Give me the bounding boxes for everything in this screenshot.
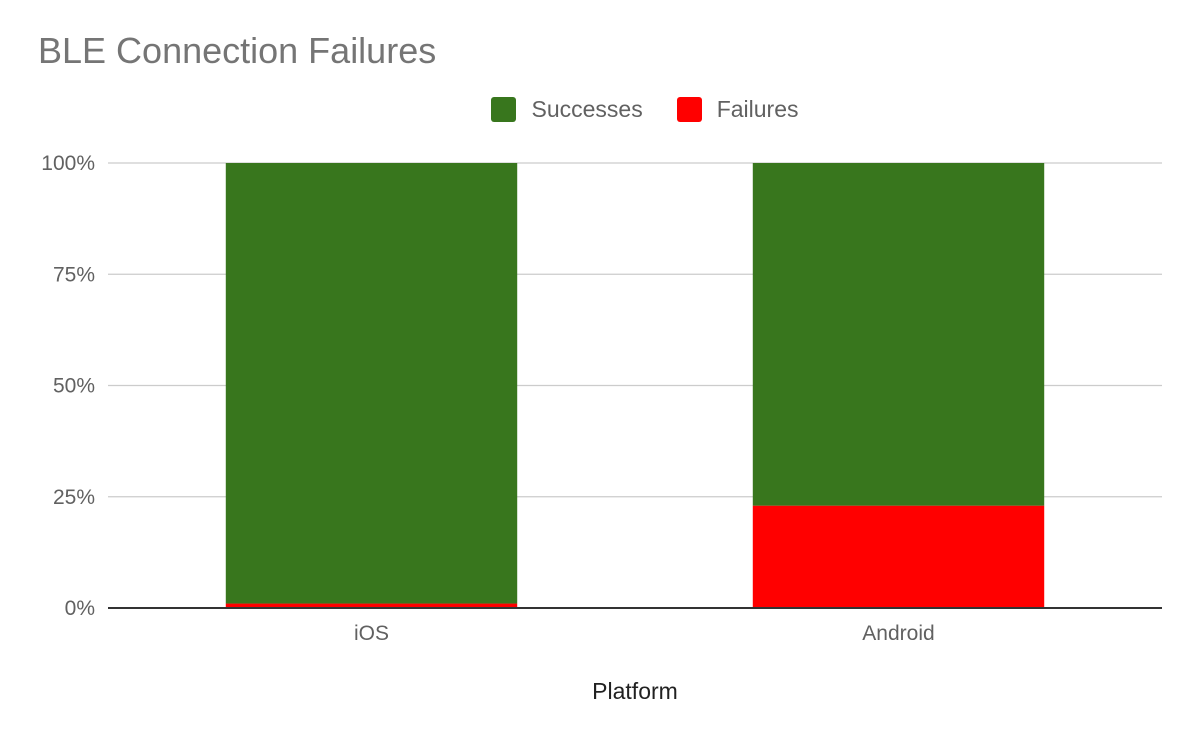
legend-label-successes: Successes bbox=[531, 96, 643, 122]
bar-failures-ios[interactable] bbox=[225, 603, 518, 608]
x-tick-label: iOS bbox=[354, 622, 389, 645]
bar-failures-android[interactable] bbox=[752, 505, 1045, 608]
x-tick-label: Android bbox=[862, 622, 934, 645]
chart-title: BLE Connection Failures bbox=[38, 30, 437, 71]
legend-swatch-failures bbox=[676, 97, 702, 122]
x-axis-title: Platform bbox=[592, 678, 678, 704]
y-tick-label: 100% bbox=[41, 152, 95, 175]
y-tick-label: 25% bbox=[53, 486, 95, 509]
legend-item-failures[interactable]: Failures bbox=[676, 96, 799, 123]
legend: Successes Failures bbox=[0, 96, 1200, 123]
legend-swatch-successes bbox=[491, 97, 517, 122]
bar-successes-android[interactable] bbox=[752, 163, 1045, 506]
legend-item-successes[interactable]: Successes bbox=[401, 96, 643, 123]
bar-successes-ios[interactable] bbox=[225, 163, 518, 604]
legend-label-failures: Failures bbox=[716, 96, 799, 122]
y-tick-label: 75% bbox=[53, 263, 95, 286]
y-tick-label: 50% bbox=[53, 375, 95, 398]
y-tick-label: 0% bbox=[65, 597, 95, 620]
